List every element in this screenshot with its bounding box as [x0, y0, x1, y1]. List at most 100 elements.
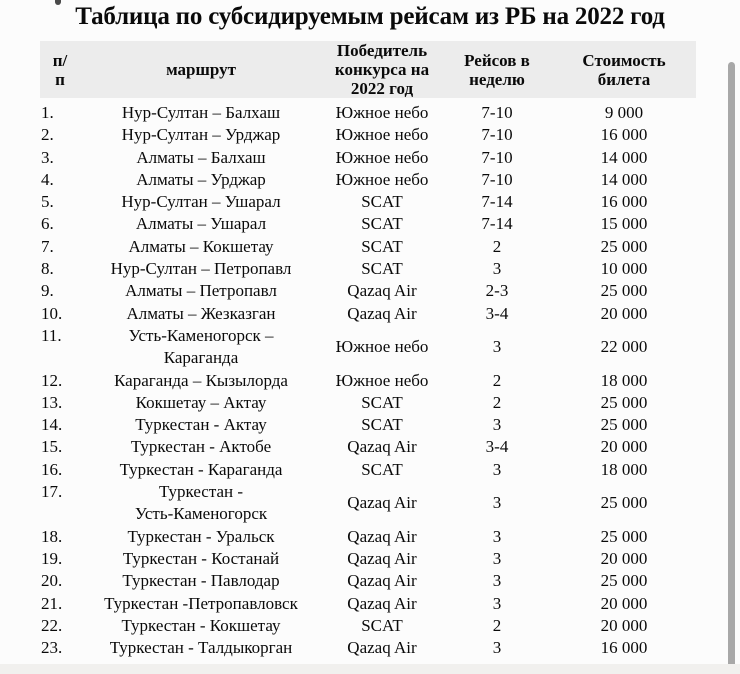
- ticket-price-cell: 20 000: [600, 437, 648, 457]
- row-num-cell: 4.: [41, 169, 54, 189]
- route-cell: Туркестан - Усть-Каменогорск: [134, 482, 268, 524]
- route-cell: Алматы – Балхаш: [136, 147, 266, 167]
- row-num-cell: 10.: [41, 303, 63, 323]
- vertical-scrollbar-thumb[interactable]: [728, 62, 735, 674]
- winner-cell: Qazaq Air: [347, 593, 417, 613]
- winner-cell: Qazaq Air: [347, 526, 417, 546]
- row-num-cell: 13.: [41, 392, 63, 412]
- row-num-cell: 11.: [41, 325, 62, 345]
- table-row: 20. Туркестан - Павлодар Qazaq Air 3 25 000: [40, 570, 696, 592]
- winner-cell: Южное небо: [335, 125, 429, 145]
- table-row: 19. Туркестан - Костанай Qazaq Air 3 20 000: [40, 548, 696, 570]
- flights-per-week-cell: 3: [492, 459, 502, 479]
- row-num-cell: 12.: [41, 370, 63, 390]
- winner-cell: Qazaq Air: [347, 281, 417, 301]
- header-cell-price: Стоимость билета: [552, 41, 696, 98]
- table-row: 7. Алматы – Кокшетау SCAT 2 25 000: [40, 236, 696, 258]
- row-num-cell: 5.: [41, 192, 54, 212]
- ticket-price-cell: 25 000: [600, 281, 648, 301]
- table-row: 1. Нур-Султан – Балхаш Южное небо 7-10 9 000: [40, 98, 696, 124]
- ticket-price-cell: 20 000: [600, 548, 648, 568]
- ticket-price-cell: 25 000: [600, 236, 648, 256]
- table-row: 10. Алматы – Жезказган Qazaq Air 3-4 20 000: [40, 303, 696, 325]
- header-cell-winner: Победитель конкурса на 2022 год: [322, 41, 442, 98]
- row-num-cell: 3.: [41, 147, 54, 167]
- flights-per-week-cell: 3: [492, 337, 502, 357]
- header-cell-num: п/ п: [40, 41, 80, 98]
- winner-cell: SCAT: [361, 236, 403, 256]
- ticket-price-cell: 14 000: [600, 147, 648, 167]
- row-num-cell: 21.: [41, 593, 63, 613]
- route-cell: Нур-Султан – Ушарал: [121, 192, 281, 212]
- table-row: 22. Туркестан - Кокшетау SCAT 2 20 000: [40, 615, 696, 637]
- winner-cell: Qazaq Air: [347, 638, 417, 658]
- flights-per-week-cell: 7-14: [481, 192, 513, 212]
- table-row: 21. Туркестан -Петропавловск Qazaq Air 3 20 …: [40, 593, 696, 615]
- ticket-price-cell: 20 000: [600, 615, 648, 635]
- flights-per-week-cell: 3: [492, 571, 502, 591]
- row-num-cell: 8.: [41, 259, 54, 279]
- page-title: Таблица по субсидируемым рейсам из РБ на…: [75, 3, 665, 30]
- row-num-cell: 23.: [41, 638, 63, 658]
- table-row: 12. Караганда – Кызылорда Южное небо 2 18 00…: [40, 370, 696, 392]
- ticket-price-cell: 16 000: [600, 192, 648, 212]
- route-cell: Туркестан - Кокшетау: [121, 615, 281, 635]
- flights-per-week-cell: 2: [492, 615, 502, 635]
- winner-cell: SCAT: [361, 615, 403, 635]
- flights-per-week-cell: 3: [492, 638, 502, 658]
- table-row: 16. Туркестан - Караганда SCAT 3 18 000: [40, 459, 696, 481]
- table-header-row: п/ п маршрут Победитель конкурса на 2022…: [40, 41, 696, 98]
- top-edge-artifact: [55, 0, 61, 5]
- route-cell: Нур-Султан – Балхаш: [121, 103, 281, 122]
- flights-per-week-cell: 7-10: [481, 125, 513, 145]
- ticket-price-cell: 25 000: [600, 392, 648, 412]
- row-num-cell: 9.: [41, 281, 54, 301]
- header-cell-route: маршрут: [80, 41, 322, 98]
- winner-cell: Южное небо: [335, 147, 429, 167]
- table-row: 3. Алматы – Балхаш Южное небо 7-10 14 000: [40, 147, 696, 169]
- ticket-price-cell: 25 000: [600, 415, 648, 435]
- route-cell: Туркестан -Петропавловск: [104, 593, 298, 613]
- flights-per-week-cell: 2-3: [485, 281, 509, 301]
- flights-per-week-cell: 7-14: [481, 214, 513, 234]
- route-cell: Туркестан - Костанай: [122, 548, 280, 568]
- table-row: 13. Кокшетау – Актау SCAT 2 25 000: [40, 392, 696, 414]
- winner-cell: Qazaq Air: [347, 437, 417, 457]
- table-row: 6. Алматы – Ушарал SCAT 7-14 15 000: [40, 213, 696, 235]
- winner-cell: SCAT: [361, 214, 403, 234]
- flights-per-week-cell: 7-10: [481, 147, 513, 167]
- header-cell-per-week: Рейсов в неделю: [442, 41, 552, 98]
- row-num-cell: 15.: [41, 437, 63, 457]
- row-num-cell: 6.: [41, 214, 54, 234]
- row-num-cell: 18.: [41, 526, 63, 546]
- winner-cell: SCAT: [361, 392, 403, 412]
- winner-cell: Qazaq Air: [347, 548, 417, 568]
- ticket-price-cell: 25 000: [600, 493, 648, 513]
- winner-cell: Южное небо: [335, 103, 429, 122]
- flights-per-week-cell: 3: [492, 415, 502, 435]
- flights-per-week-cell: 3: [492, 493, 502, 513]
- winner-cell: Южное небо: [335, 337, 429, 357]
- route-cell: Туркестан - Актау: [135, 415, 267, 435]
- flights-per-week-cell: 2: [492, 236, 502, 256]
- route-cell: Нур-Султан – Урджар: [121, 125, 281, 145]
- table-body: 1. Нур-Султан – Балхаш Южное небо 7-10 9 000…: [40, 98, 696, 659]
- route-cell: Алматы – Кокшетау: [128, 236, 274, 256]
- ticket-price-cell: 10 000: [600, 259, 648, 279]
- table-row: 15. Туркестан - Актобе Qazaq Air 3-4 20 000: [40, 436, 696, 458]
- ticket-price-cell: 25 000: [600, 526, 648, 546]
- ticket-price-cell: 25 000: [600, 571, 648, 591]
- flights-per-week-cell: 3-4: [485, 437, 509, 457]
- route-cell: Туркестан - Павлодар: [122, 571, 280, 591]
- row-num-cell: 20.: [41, 571, 63, 591]
- flights-per-week-cell: 2: [492, 392, 502, 412]
- route-cell: Туркестан - Уральск: [127, 526, 275, 546]
- flights-per-week-cell: 7-10: [481, 169, 513, 189]
- row-num-cell: 2.: [41, 125, 54, 145]
- table-row: 14. Туркестан - Актау SCAT 3 25 000: [40, 414, 696, 436]
- flights-per-week-cell: 3-4: [485, 303, 509, 323]
- table-row: 8. Нур-Султан – Петропавл SCAT 3 10 000: [40, 258, 696, 280]
- table-row: 5. Нур-Султан – Ушарал SCAT 7-14 16 000: [40, 191, 696, 213]
- row-num-cell: 7.: [41, 236, 54, 256]
